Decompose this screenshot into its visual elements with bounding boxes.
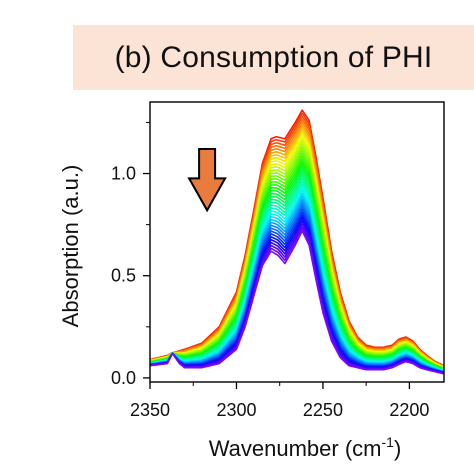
x-tick-label: 2300 — [216, 400, 256, 420]
chart-title: (b) Consumption of PHI — [114, 40, 433, 74]
y-tick-label: 0.0 — [111, 368, 136, 388]
plot-frame — [149, 101, 445, 383]
y-tick-label: 0.5 — [111, 266, 136, 286]
x-tick-label: 2250 — [303, 400, 343, 420]
spectrum-line — [150, 229, 444, 375]
y-axis-label: Absorption (a.u.) — [58, 165, 83, 328]
x-axis-label-close: ) — [394, 436, 401, 461]
title-box: (b) Consumption of PHI — [73, 25, 474, 90]
x-tick-label: 2350 — [130, 400, 170, 420]
y-tick-label: 1.0 — [111, 164, 136, 184]
x-axis-label-sup: -1 — [382, 434, 395, 450]
spectra-group — [150, 109, 444, 375]
x-axis-label: Wavenumber (cm-1) — [209, 434, 402, 461]
x-tick-label: 2200 — [389, 400, 429, 420]
down-arrow-icon — [187, 148, 227, 213]
x-axis-label-main: Wavenumber (cm — [209, 436, 382, 461]
